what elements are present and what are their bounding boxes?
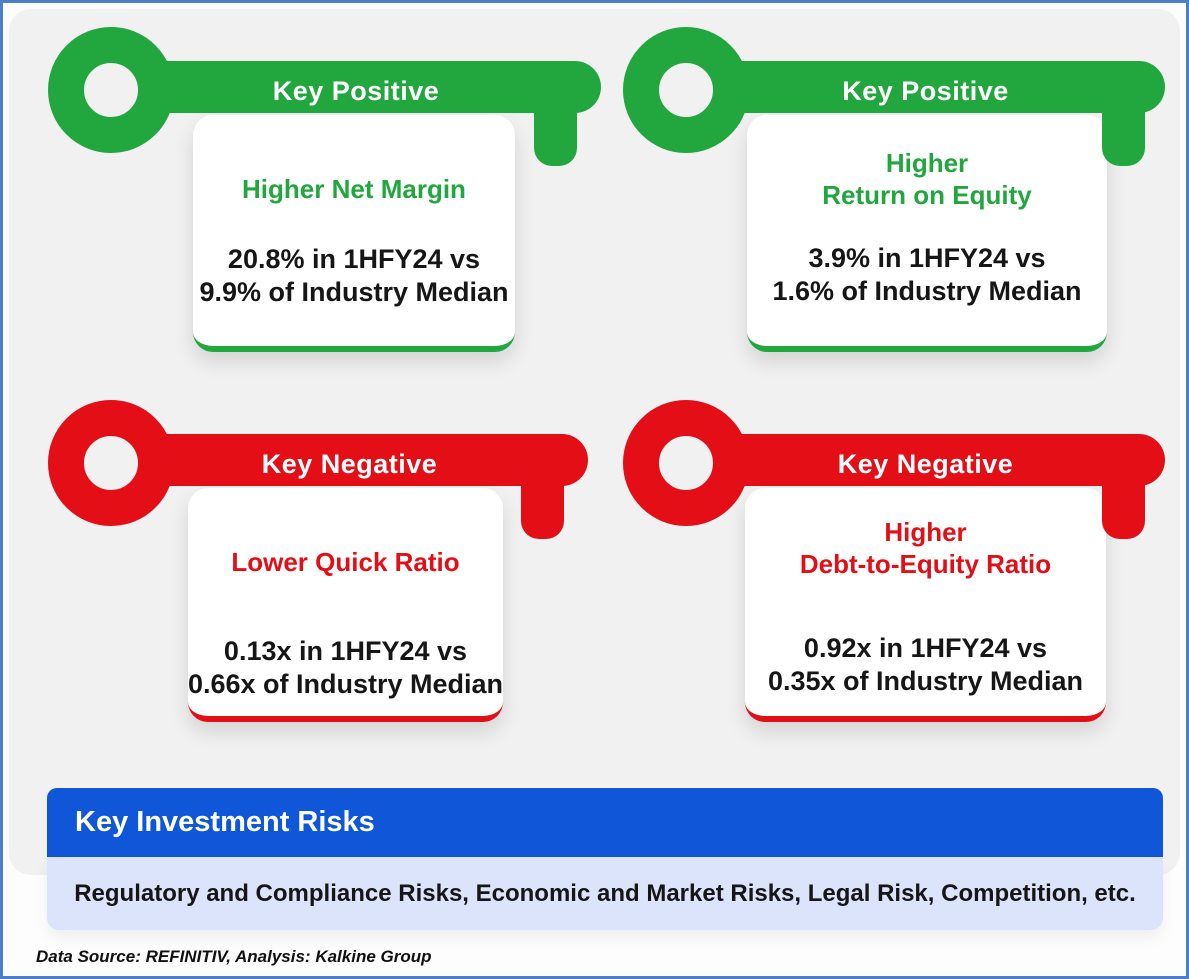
- key-bar: [718, 61, 1165, 113]
- key-label: Key Negative: [837, 449, 1014, 479]
- card-title-line: Return on Equity: [822, 180, 1032, 210]
- card-title-line: Higher: [885, 148, 969, 178]
- key-bar: [718, 434, 1165, 486]
- card-higher-return-on-equity: Higher Return on Equity 3.9% in 1HFY24 v…: [747, 115, 1107, 352]
- card-title-line: Higher Net Margin: [242, 174, 466, 204]
- card-lower-quick-ratio: Lower Quick Ratio 0.13x in 1HFY24 vs 0.6…: [188, 488, 503, 722]
- card-metric-line: 0.92x in 1HFY24 vs: [803, 633, 1048, 663]
- card-title: Higher Return on Equity: [739, 147, 1115, 211]
- key-tooth: [1102, 91, 1145, 166]
- card-title: Higher Debt-to-Equity Ratio: [737, 516, 1114, 580]
- card-title-line: Debt-to-Equity Ratio: [799, 549, 1052, 579]
- card-metric-line: 0.35x of Industry Median: [767, 666, 1084, 696]
- key-label: Key Negative: [261, 449, 438, 479]
- card-metric: 0.13x in 1HFY24 vs 0.66x of Industry Med…: [174, 635, 517, 701]
- card-metric-line: 20.8% in 1HFY24 vs: [227, 244, 481, 274]
- card-metric: 20.8% in 1HFY24 vs 9.9% of Industry Medi…: [179, 243, 529, 309]
- card-title: Lower Quick Ratio: [180, 546, 511, 578]
- card-metric-line: 9.9% of Industry Median: [199, 277, 509, 307]
- key-tooth: [521, 464, 564, 539]
- card-title-line: Higher: [884, 517, 967, 547]
- key-label: Key Positive: [842, 76, 1009, 106]
- key-bar: [143, 61, 601, 113]
- card-higher-net-margin: Higher Net Margin 20.8% in 1HFY24 vs 9.9…: [193, 115, 515, 352]
- card-higher-debt-to-equity: Higher Debt-to-Equity Ratio 0.92x in 1HF…: [745, 488, 1106, 722]
- card-metric-line: 1.6% of Industry Median: [772, 276, 1082, 306]
- card-metric-line: 3.9% in 1HFY24 vs: [808, 243, 1046, 273]
- card-metric-line: 0.66x of Industry Median: [187, 669, 504, 699]
- key-bar: [143, 434, 588, 486]
- key-label: Key Positive: [272, 76, 440, 106]
- card-metric: 3.9% in 1HFY24 vs 1.6% of Industry Media…: [733, 242, 1121, 308]
- card-title: Higher Net Margin: [185, 173, 523, 205]
- card-metric: 0.92x in 1HFY24 vs 0.35x of Industry Med…: [731, 632, 1120, 698]
- card-metric-line: 0.13x in 1HFY24 vs: [223, 636, 468, 666]
- key-tooth: [1102, 464, 1145, 539]
- risks-header-banner: Key Investment Risks: [47, 788, 1163, 857]
- risks-text-box: Regulatory and Compliance Risks, Economi…: [47, 857, 1163, 930]
- risks-text: Regulatory and Compliance Risks, Economi…: [74, 879, 1136, 907]
- data-source-note: Data Source: REFINITIV, Analysis: Kalkin…: [36, 947, 432, 966]
- card-title-line: Lower Quick Ratio: [231, 547, 460, 577]
- key-tooth: [534, 91, 577, 166]
